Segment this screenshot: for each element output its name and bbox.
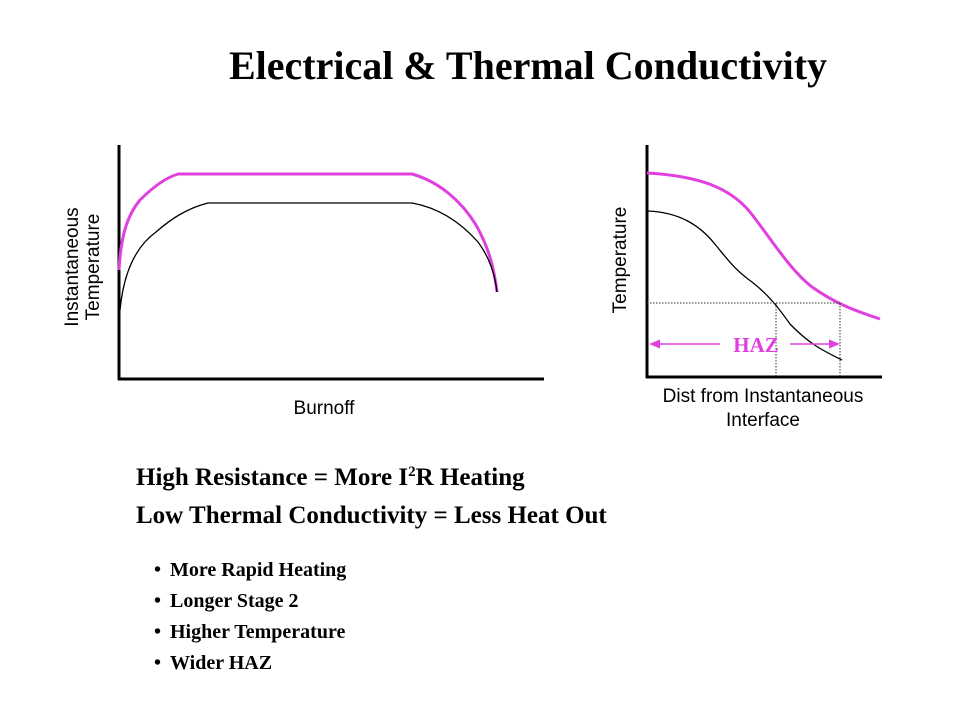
list-item-text: More Rapid Heating (170, 559, 347, 581)
left-plot-xlabel: Burnoff (294, 398, 356, 419)
statement-line1-pre: High Resistance = More I (136, 464, 409, 491)
left-plot-high-curve (117, 172, 499, 293)
list-item: • Higher Temperature (154, 618, 346, 649)
right-plot: HAZ Temperature Dist from Instantaneous … (610, 145, 882, 431)
haz-label: HAZ (733, 333, 779, 357)
haz-arrow-left-head (649, 339, 660, 349)
list-item-text: Wider HAZ (170, 652, 273, 674)
list-item-text: Longer Stage 2 (170, 590, 299, 612)
statement-high-resistance: High Resistance = More I2R Heating (136, 464, 525, 492)
right-plot-xlabel-line1: Dist from Instantaneous (663, 386, 864, 407)
bullet-icon: • (154, 590, 162, 612)
list-item-text: Higher Temperature (170, 621, 346, 643)
right-plot-ylabel: Temperature (610, 207, 631, 314)
statement-line1-superscript: 2 (408, 464, 416, 480)
right-plot-xlabel-line2: Interface (726, 410, 800, 431)
list-item: • More Rapid Heating (154, 556, 346, 587)
haz-arrow-right-head (829, 339, 840, 349)
left-plot-ylabel-line2: Temperature (83, 214, 104, 321)
statement-line1-post: R Heating (415, 464, 525, 491)
consequence-list: • More Rapid Heating • Longer Stage 2 • Hig… (154, 556, 346, 680)
bullet-icon: • (154, 652, 162, 674)
statement-low-thermal-conductivity: Low Thermal Conductivity = Less Heat Out (136, 502, 607, 529)
right-plot-low-curve (646, 210, 843, 361)
left-plot: Instantaneous Temperature Burnoff (62, 145, 544, 419)
list-item: • Longer Stage 2 (154, 587, 346, 618)
bullet-icon: • (154, 559, 162, 581)
page-title: Electrical & Thermal Conductivity (228, 43, 828, 88)
bullet-icon: • (154, 621, 162, 643)
list-item: • Wider HAZ (154, 649, 346, 680)
right-plot-high-curve (646, 171, 881, 321)
left-plot-ylabel-line1: Instantaneous (62, 207, 83, 326)
left-plot-low-curve (119, 202, 498, 311)
